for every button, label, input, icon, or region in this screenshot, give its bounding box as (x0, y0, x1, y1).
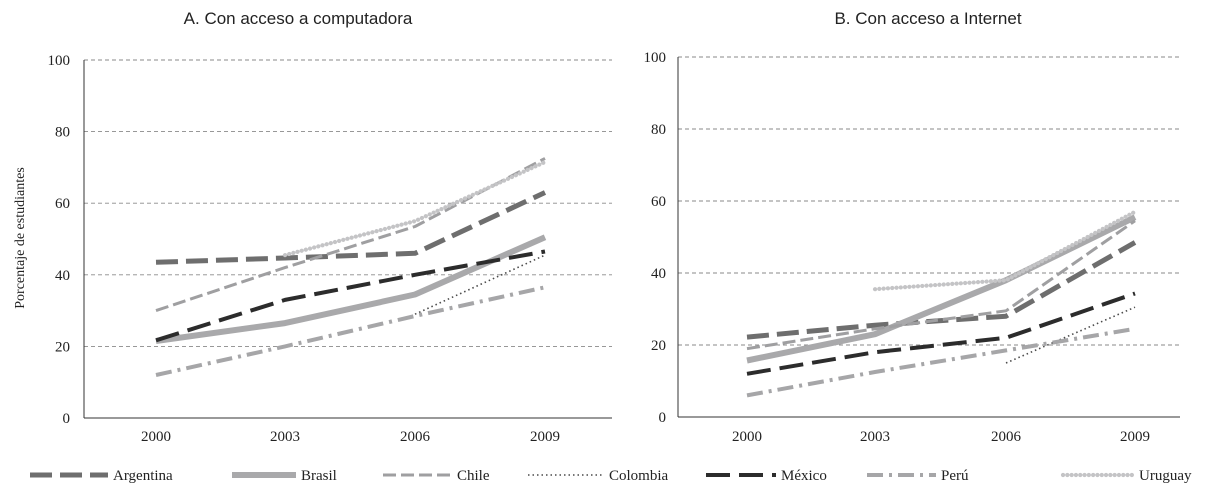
panel-title-internet: B. Con acceso a Internet (834, 9, 1021, 28)
series-line-brasil-internet (746, 214, 1137, 364)
series-line-argentina-computadora (155, 190, 547, 265)
series-line-mexico-computadora (155, 249, 546, 343)
legend-label-brasil: Brasil (301, 468, 337, 484)
x-tick-label: 2006 (400, 429, 431, 445)
x-tick-label: 2000 (141, 429, 171, 445)
series-line-uruguay-computadora (282, 159, 548, 258)
y-tick-label: 60 (55, 196, 70, 212)
panel-internet: B. Con acceso a Internet 0 20 40 60 80 100 200… (644, 9, 1180, 445)
legend: Argentina Brasil Chile Colombia México Perú Ur… (30, 468, 1192, 484)
y-tick-label: 40 (55, 268, 70, 284)
y-tick-label: 0 (659, 410, 667, 426)
x-tick-label: 2000 (732, 429, 762, 445)
panel-computadora: A. Con acceso a computadora Porcentaje d… (13, 9, 612, 445)
x-tick-label: 2003 (270, 429, 300, 445)
x-tick-label: 2009 (530, 429, 560, 445)
y-tick-label: 0 (63, 411, 71, 427)
x-tick-label: 2009 (1120, 429, 1150, 445)
y-tick-label: 40 (651, 266, 666, 282)
legend-label-argentina: Argentina (113, 468, 173, 484)
series-line-uruguay-internet (872, 209, 1138, 292)
y-tick-label: 60 (651, 194, 666, 210)
series-line-colombia-internet (1005, 306, 1136, 364)
y-tick-label: 100 (48, 53, 71, 69)
y-tick-label: 20 (55, 339, 70, 355)
legend-label-mexico: México (781, 468, 827, 484)
legend-label-chile: Chile (457, 468, 490, 484)
x-tick-label: 2003 (860, 429, 890, 445)
legend-label-peru: Perú (941, 468, 969, 484)
panel-title-computadora: A. Con acceso a computadora (184, 9, 413, 28)
series-line-peru-computadora (155, 285, 546, 377)
series-line-brasil-computadora (155, 234, 547, 344)
series-line-peru-internet (746, 326, 1136, 398)
legend-label-uruguay: Uruguay (1139, 468, 1192, 484)
y-tick-label: 80 (651, 122, 666, 138)
y-tick-label: 100 (644, 50, 667, 66)
y-axis-title: Porcentaje de estudiantes (13, 167, 28, 309)
series-line-argentina-internet (746, 240, 1137, 340)
series-line-chile-internet (746, 219, 1136, 351)
y-tick-label: 20 (651, 338, 666, 354)
legend-label-colombia: Colombia (609, 468, 669, 484)
y-tick-label: 80 (55, 125, 70, 141)
series-line-colombia-computadora (414, 254, 546, 315)
x-tick-label: 2006 (991, 429, 1022, 445)
